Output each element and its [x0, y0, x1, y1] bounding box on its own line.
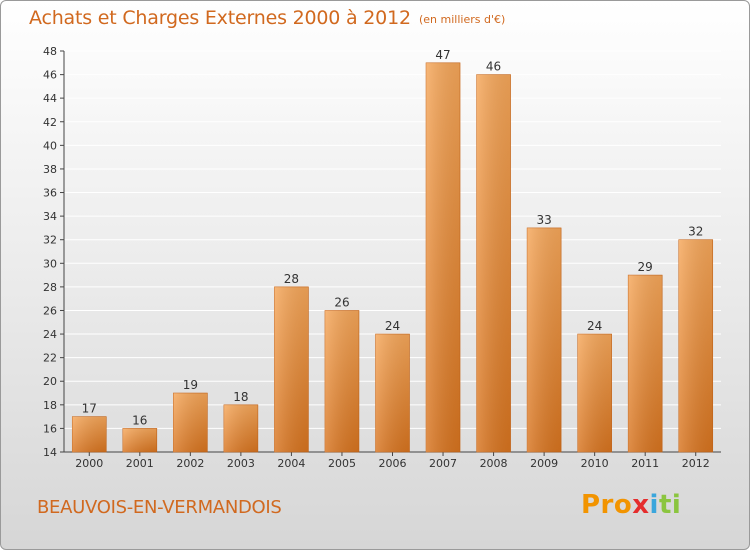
logo-part: x	[632, 490, 650, 520]
data-label: 28	[284, 272, 299, 286]
data-label: 17	[82, 402, 97, 416]
bar-shading	[72, 416, 107, 452]
data-label: 29	[638, 260, 653, 274]
data-label: 46	[486, 60, 501, 74]
x-tick-label: 2007	[429, 457, 457, 470]
y-tick-label: 30	[43, 257, 57, 270]
bars	[71, 62, 714, 453]
x-tick-label: 2011	[631, 457, 659, 470]
x-tick-label: 2012	[682, 457, 710, 470]
y-tick-label: 20	[43, 375, 57, 388]
chart-title: Achats et Charges Externes 2000 à 2012	[29, 7, 411, 29]
data-labels: 17 16 19 18 28 26 24 47 46 33 24 29 32	[82, 48, 704, 428]
bar-shading	[324, 310, 359, 452]
bar-shading	[274, 286, 309, 452]
y-tick-label: 16	[43, 422, 57, 435]
bar-shading	[122, 428, 157, 452]
data-label: 47	[435, 48, 450, 62]
y-tick-label: 32	[43, 234, 57, 247]
bar-shading	[527, 227, 562, 452]
x-tick-label: 2006	[379, 457, 407, 470]
y-tick-label: 48	[43, 45, 57, 58]
x-tick-label: 2000	[75, 457, 103, 470]
chart-subtitle: (en milliers d'€)	[419, 13, 506, 26]
y-tick-label: 24	[43, 328, 57, 341]
proxiti-logo[interactable]: Proxiti	[581, 490, 681, 520]
data-label: 16	[132, 413, 147, 427]
y-tick-label: 14	[43, 446, 57, 459]
x-tick-label: 2002	[176, 457, 204, 470]
municipality-name: BEAUVOIS-EN-VERMANDOIS	[37, 497, 282, 518]
logo-part: ti	[658, 490, 682, 520]
y-tick-label: 36	[43, 187, 57, 200]
bar-shading	[678, 239, 713, 452]
logo-part: i	[649, 490, 659, 520]
bar-shading	[426, 62, 461, 452]
data-label: 24	[587, 319, 602, 333]
data-label: 18	[233, 390, 248, 404]
data-label: 19	[183, 378, 198, 392]
y-tick-label: 46	[43, 69, 57, 82]
y-tick-label: 22	[43, 352, 57, 365]
x-tick-label: 2001	[126, 457, 154, 470]
y-tick-label: 40	[43, 139, 57, 152]
x-tick-label: 2008	[480, 457, 508, 470]
tick-labels: 14 16 18 20 22 24 26 28 30 32 34 36 38 40 42 44 46 48 2000…	[43, 45, 710, 470]
bar-shading	[577, 334, 612, 452]
y-tick-label: 38	[43, 163, 57, 176]
logo-part: Pro	[581, 490, 633, 520]
y-tick-label: 28	[43, 281, 57, 294]
x-tick-label: 2003	[227, 457, 255, 470]
x-tick-label: 2004	[277, 457, 305, 470]
y-tick-label: 42	[43, 116, 57, 129]
bar-shading	[476, 74, 511, 453]
y-tick-label: 44	[43, 92, 57, 105]
x-tick-label: 2005	[328, 457, 356, 470]
data-label: 24	[385, 319, 400, 333]
bar-shading	[375, 334, 410, 452]
bar-shading	[628, 275, 663, 452]
data-label: 33	[536, 213, 551, 227]
x-tick-label: 2009	[530, 457, 558, 470]
data-label: 26	[334, 295, 349, 309]
y-tick-label: 26	[43, 304, 57, 317]
y-tick-label: 34	[43, 210, 57, 223]
y-tick-label: 18	[43, 399, 57, 412]
data-label: 32	[688, 225, 703, 239]
bar-shading	[173, 393, 208, 452]
x-tick-label: 2010	[581, 457, 609, 470]
bar-shading	[223, 404, 258, 452]
